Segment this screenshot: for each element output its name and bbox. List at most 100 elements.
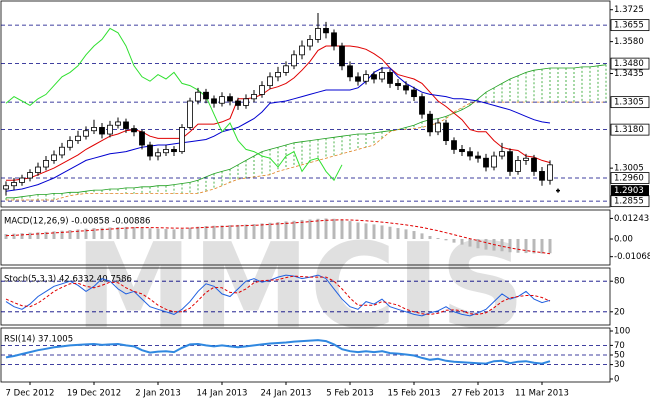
macd-bar xyxy=(476,238,480,249)
macd-bar xyxy=(204,226,208,239)
candle-body xyxy=(339,45,345,67)
candle-body xyxy=(123,121,129,129)
candle-body xyxy=(219,96,225,104)
macd-bar xyxy=(420,233,424,239)
level-box xyxy=(610,19,650,32)
macd-bar xyxy=(540,238,544,254)
macd-bar xyxy=(276,222,280,239)
macd-bar xyxy=(100,227,104,239)
macd-bar xyxy=(428,236,432,239)
macd-bar xyxy=(140,227,144,239)
candle-body xyxy=(163,149,169,154)
candle-body xyxy=(347,65,353,78)
candle-body xyxy=(483,157,489,168)
macd-bar xyxy=(404,229,408,239)
candle-body xyxy=(379,72,385,80)
panel-frame xyxy=(0,0,611,208)
candle-body xyxy=(115,121,121,126)
macd-bar xyxy=(20,233,24,239)
level-box xyxy=(610,96,650,109)
macd-bar xyxy=(436,237,440,239)
candle-body xyxy=(363,74,369,82)
cloud-edge xyxy=(6,101,606,201)
candle-body xyxy=(139,131,145,146)
candle-body xyxy=(523,157,529,161)
macd-bar xyxy=(156,228,160,239)
candle-body xyxy=(507,151,513,172)
x-tick-label: 14 Jan 2013 xyxy=(197,389,248,399)
level-box xyxy=(610,123,650,136)
macd-bar xyxy=(484,238,488,250)
x-tick-label: 5 Feb 2013 xyxy=(326,389,374,399)
candle-body xyxy=(171,149,177,153)
candle-body xyxy=(227,96,233,102)
macd-bar xyxy=(268,222,272,239)
macd-bar xyxy=(524,238,528,254)
candle-body xyxy=(459,149,465,153)
candle-body xyxy=(131,128,137,133)
level-label: 1.3180 xyxy=(614,125,644,135)
macd-bar xyxy=(92,228,96,239)
macd-bar xyxy=(228,225,232,239)
candle-body xyxy=(179,127,185,153)
macd-bar xyxy=(532,238,536,254)
y-tick-label: 1.3005 xyxy=(614,164,644,174)
candle-body xyxy=(323,28,329,34)
macd-bar xyxy=(412,231,416,239)
indicator-line xyxy=(5,219,551,255)
candle-body xyxy=(291,54,297,67)
y-tick-label: 1.3435 xyxy=(614,69,644,79)
level-label: 1.3655 xyxy=(614,21,644,31)
y-tick-label: 20 xyxy=(614,307,625,317)
candle-body xyxy=(499,151,505,157)
macd-bar xyxy=(108,227,112,239)
y-tick-label: 1.3580 xyxy=(614,37,644,47)
watermark: MMCIS xyxy=(75,217,525,355)
x-tick-label: 7 Dec 2012 xyxy=(6,389,55,399)
level-box xyxy=(610,57,650,70)
y-tick-label: 80 xyxy=(614,277,625,287)
y-tick-label: 50 xyxy=(614,351,625,361)
macd-bar xyxy=(332,218,336,239)
x-tick-label: 27 Feb 2013 xyxy=(452,389,505,399)
candle-body xyxy=(59,146,65,156)
candle-body xyxy=(299,45,305,56)
candle-body xyxy=(75,135,81,142)
indicator-line xyxy=(5,275,551,315)
candle-body xyxy=(187,100,193,128)
candle-body xyxy=(275,72,281,78)
macd-bar xyxy=(300,219,304,239)
panel-frame xyxy=(0,267,611,326)
macd-bar xyxy=(508,238,512,253)
macd-bar xyxy=(260,223,264,239)
candle-body xyxy=(427,113,433,133)
macd-bar xyxy=(52,231,56,239)
macd-bar xyxy=(212,225,216,239)
candle-body xyxy=(355,76,361,82)
candle-body xyxy=(435,122,441,133)
candle-body xyxy=(467,151,473,157)
candle-body xyxy=(67,140,73,148)
macd-bar xyxy=(196,226,200,239)
candle-body xyxy=(195,91,201,102)
candle-body xyxy=(3,185,9,190)
candle-body xyxy=(387,72,393,84)
indicator-line xyxy=(6,45,551,181)
macd-bar xyxy=(44,231,48,239)
candle-body xyxy=(51,154,57,161)
x-tick-label: 15 Feb 2013 xyxy=(388,389,441,399)
macd-bar xyxy=(76,229,80,239)
indicator-line xyxy=(5,339,551,365)
indicator-line xyxy=(5,274,551,317)
macd-bar xyxy=(28,232,32,239)
candle-body xyxy=(91,127,97,132)
candle-body xyxy=(19,177,25,183)
candle-body xyxy=(99,127,105,135)
candle-body xyxy=(395,83,401,87)
candle-body xyxy=(547,164,553,181)
macd-bar xyxy=(452,238,456,243)
candle-body xyxy=(539,171,545,181)
x-tick-label: 24 Jan 2013 xyxy=(261,389,312,399)
macd-bar xyxy=(372,224,376,239)
y-tick-label: 0 xyxy=(614,375,619,385)
